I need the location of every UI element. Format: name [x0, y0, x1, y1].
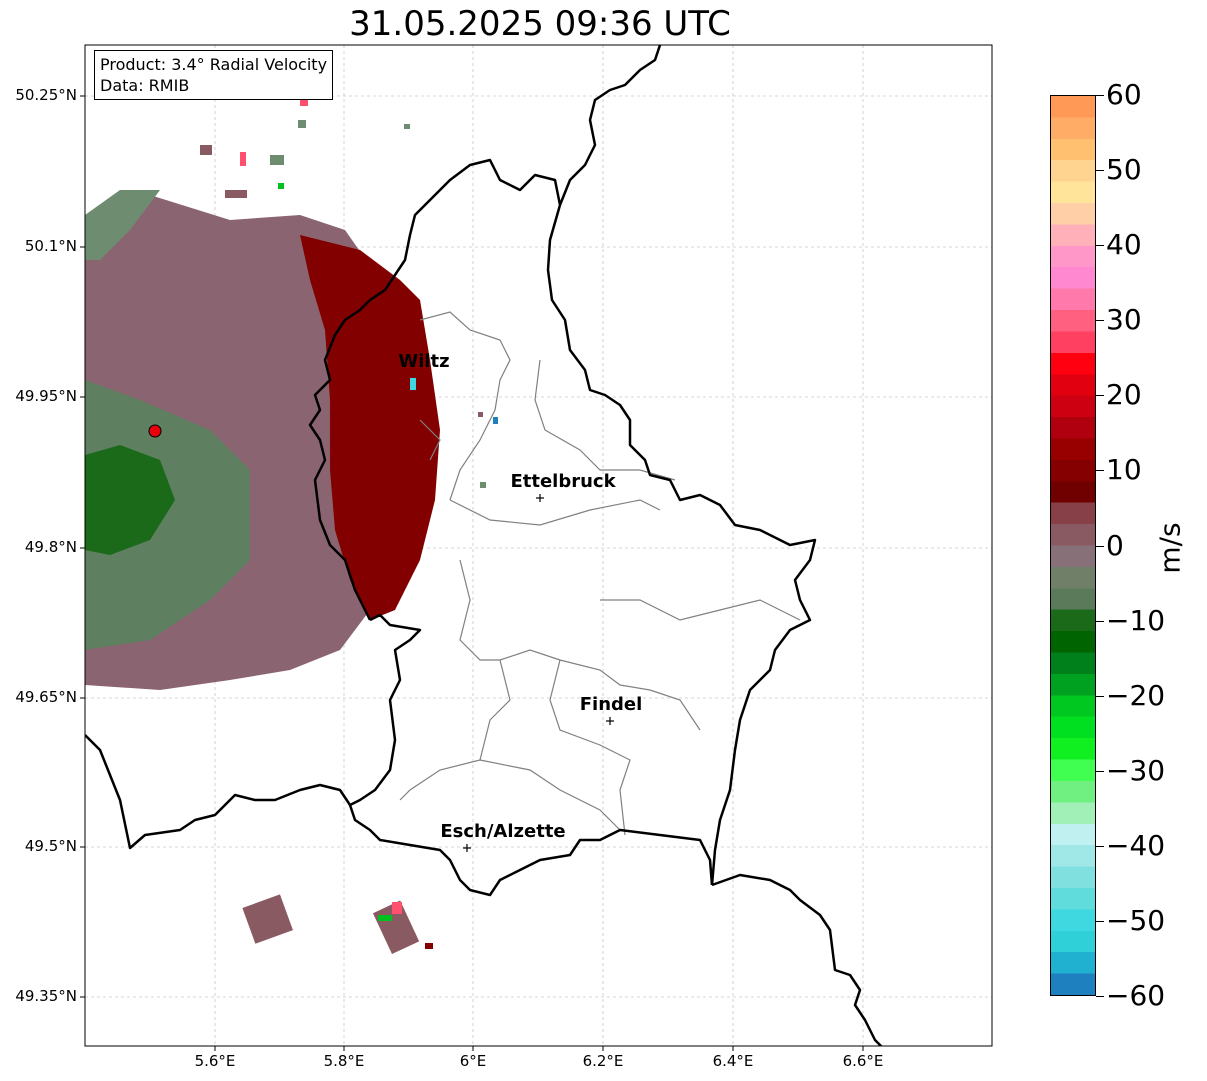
map-title: 31.05.2025 09:36 UTC: [349, 4, 731, 44]
lon-label: 6.6°E: [842, 1052, 884, 1070]
product-label: Product: 3.4° Radial Velocity: [100, 55, 328, 74]
lon-label: 5.8°E: [323, 1052, 365, 1070]
lat-label: 49.8°N: [24, 538, 77, 556]
city-label-findel: Findel: [579, 694, 643, 715]
canton-borders: [399, 311, 801, 836]
lon-label: 6.4°E: [712, 1052, 754, 1070]
colorbar-tick-label: 10: [1106, 453, 1142, 487]
colorbar-tick: [1096, 920, 1104, 922]
colorbar-tick: [1096, 620, 1104, 622]
colorbar-tick: [1096, 170, 1104, 172]
colorbar-tick: [1096, 95, 1104, 96]
colorbar-tick: [1096, 545, 1104, 547]
lat-label: 50.25°N: [15, 86, 77, 104]
lat-label: 50.1°N: [24, 237, 77, 255]
colorbar: [1050, 95, 1096, 996]
colorbar-tick-label: 20: [1106, 378, 1142, 412]
lat-label: 49.35°N: [15, 987, 77, 1005]
country-borders: [85, 45, 883, 1046]
axis-ticks: [80, 95, 864, 1051]
echo-region-red: [300, 235, 440, 620]
colorbar-tick-label: 30: [1106, 303, 1142, 337]
city-label-ettelbruck: Ettelbruck: [510, 471, 616, 492]
product-info-box: Product: 3.4° Radial Velocity Data: RMIB: [94, 50, 334, 100]
city-markers: [463, 494, 614, 852]
colorbar-tick: [1096, 996, 1104, 997]
radar-site-marker: [148, 424, 162, 438]
colorbar-tick-label: 60: [1106, 78, 1142, 111]
colorbar-tick: [1096, 320, 1104, 322]
echo-region-darkgreen: [85, 445, 175, 555]
lon-label: 5.6°E: [194, 1052, 236, 1070]
city-label-esch-alzette: Esch/Alzette: [440, 821, 566, 842]
colorbar-tick: [1096, 470, 1104, 472]
lon-label: 6.2°E: [582, 1052, 624, 1070]
colorbar-tick: [1096, 770, 1104, 772]
colorbar-tick-label: −60: [1106, 979, 1166, 1012]
city-label-wiltz: Wiltz: [398, 351, 450, 372]
colorbar-unit-label: m/s: [1153, 522, 1187, 574]
echo-region-lightgreen: [85, 190, 160, 260]
colorbar-tick-label: 50: [1106, 153, 1142, 187]
data-source-label: Data: RMIB: [100, 76, 190, 95]
map-frame: [84, 44, 993, 1047]
colorbar-tick-label: −40: [1106, 828, 1166, 862]
colorbar-tick: [1096, 245, 1104, 247]
colorbar-tick: [1096, 395, 1104, 397]
colorbar-tick-label: 0: [1106, 528, 1124, 562]
lat-label: 49.65°N: [15, 688, 77, 706]
colorbar-tick-label: −50: [1106, 903, 1166, 937]
colorbar-tick: [1096, 845, 1104, 847]
colorbar-tick-label: −30: [1106, 753, 1166, 787]
lat-label: 49.5°N: [24, 837, 77, 855]
lat-label: 49.95°N: [15, 387, 77, 405]
colorbar-tick-label: −10: [1106, 603, 1166, 637]
colorbar-tick-label: 40: [1106, 228, 1142, 262]
colorbar-tick-label: −20: [1106, 678, 1166, 712]
colorbar-tick: [1096, 695, 1104, 697]
lon-label: 6°E: [459, 1052, 487, 1070]
radar-echoes: [85, 100, 498, 954]
